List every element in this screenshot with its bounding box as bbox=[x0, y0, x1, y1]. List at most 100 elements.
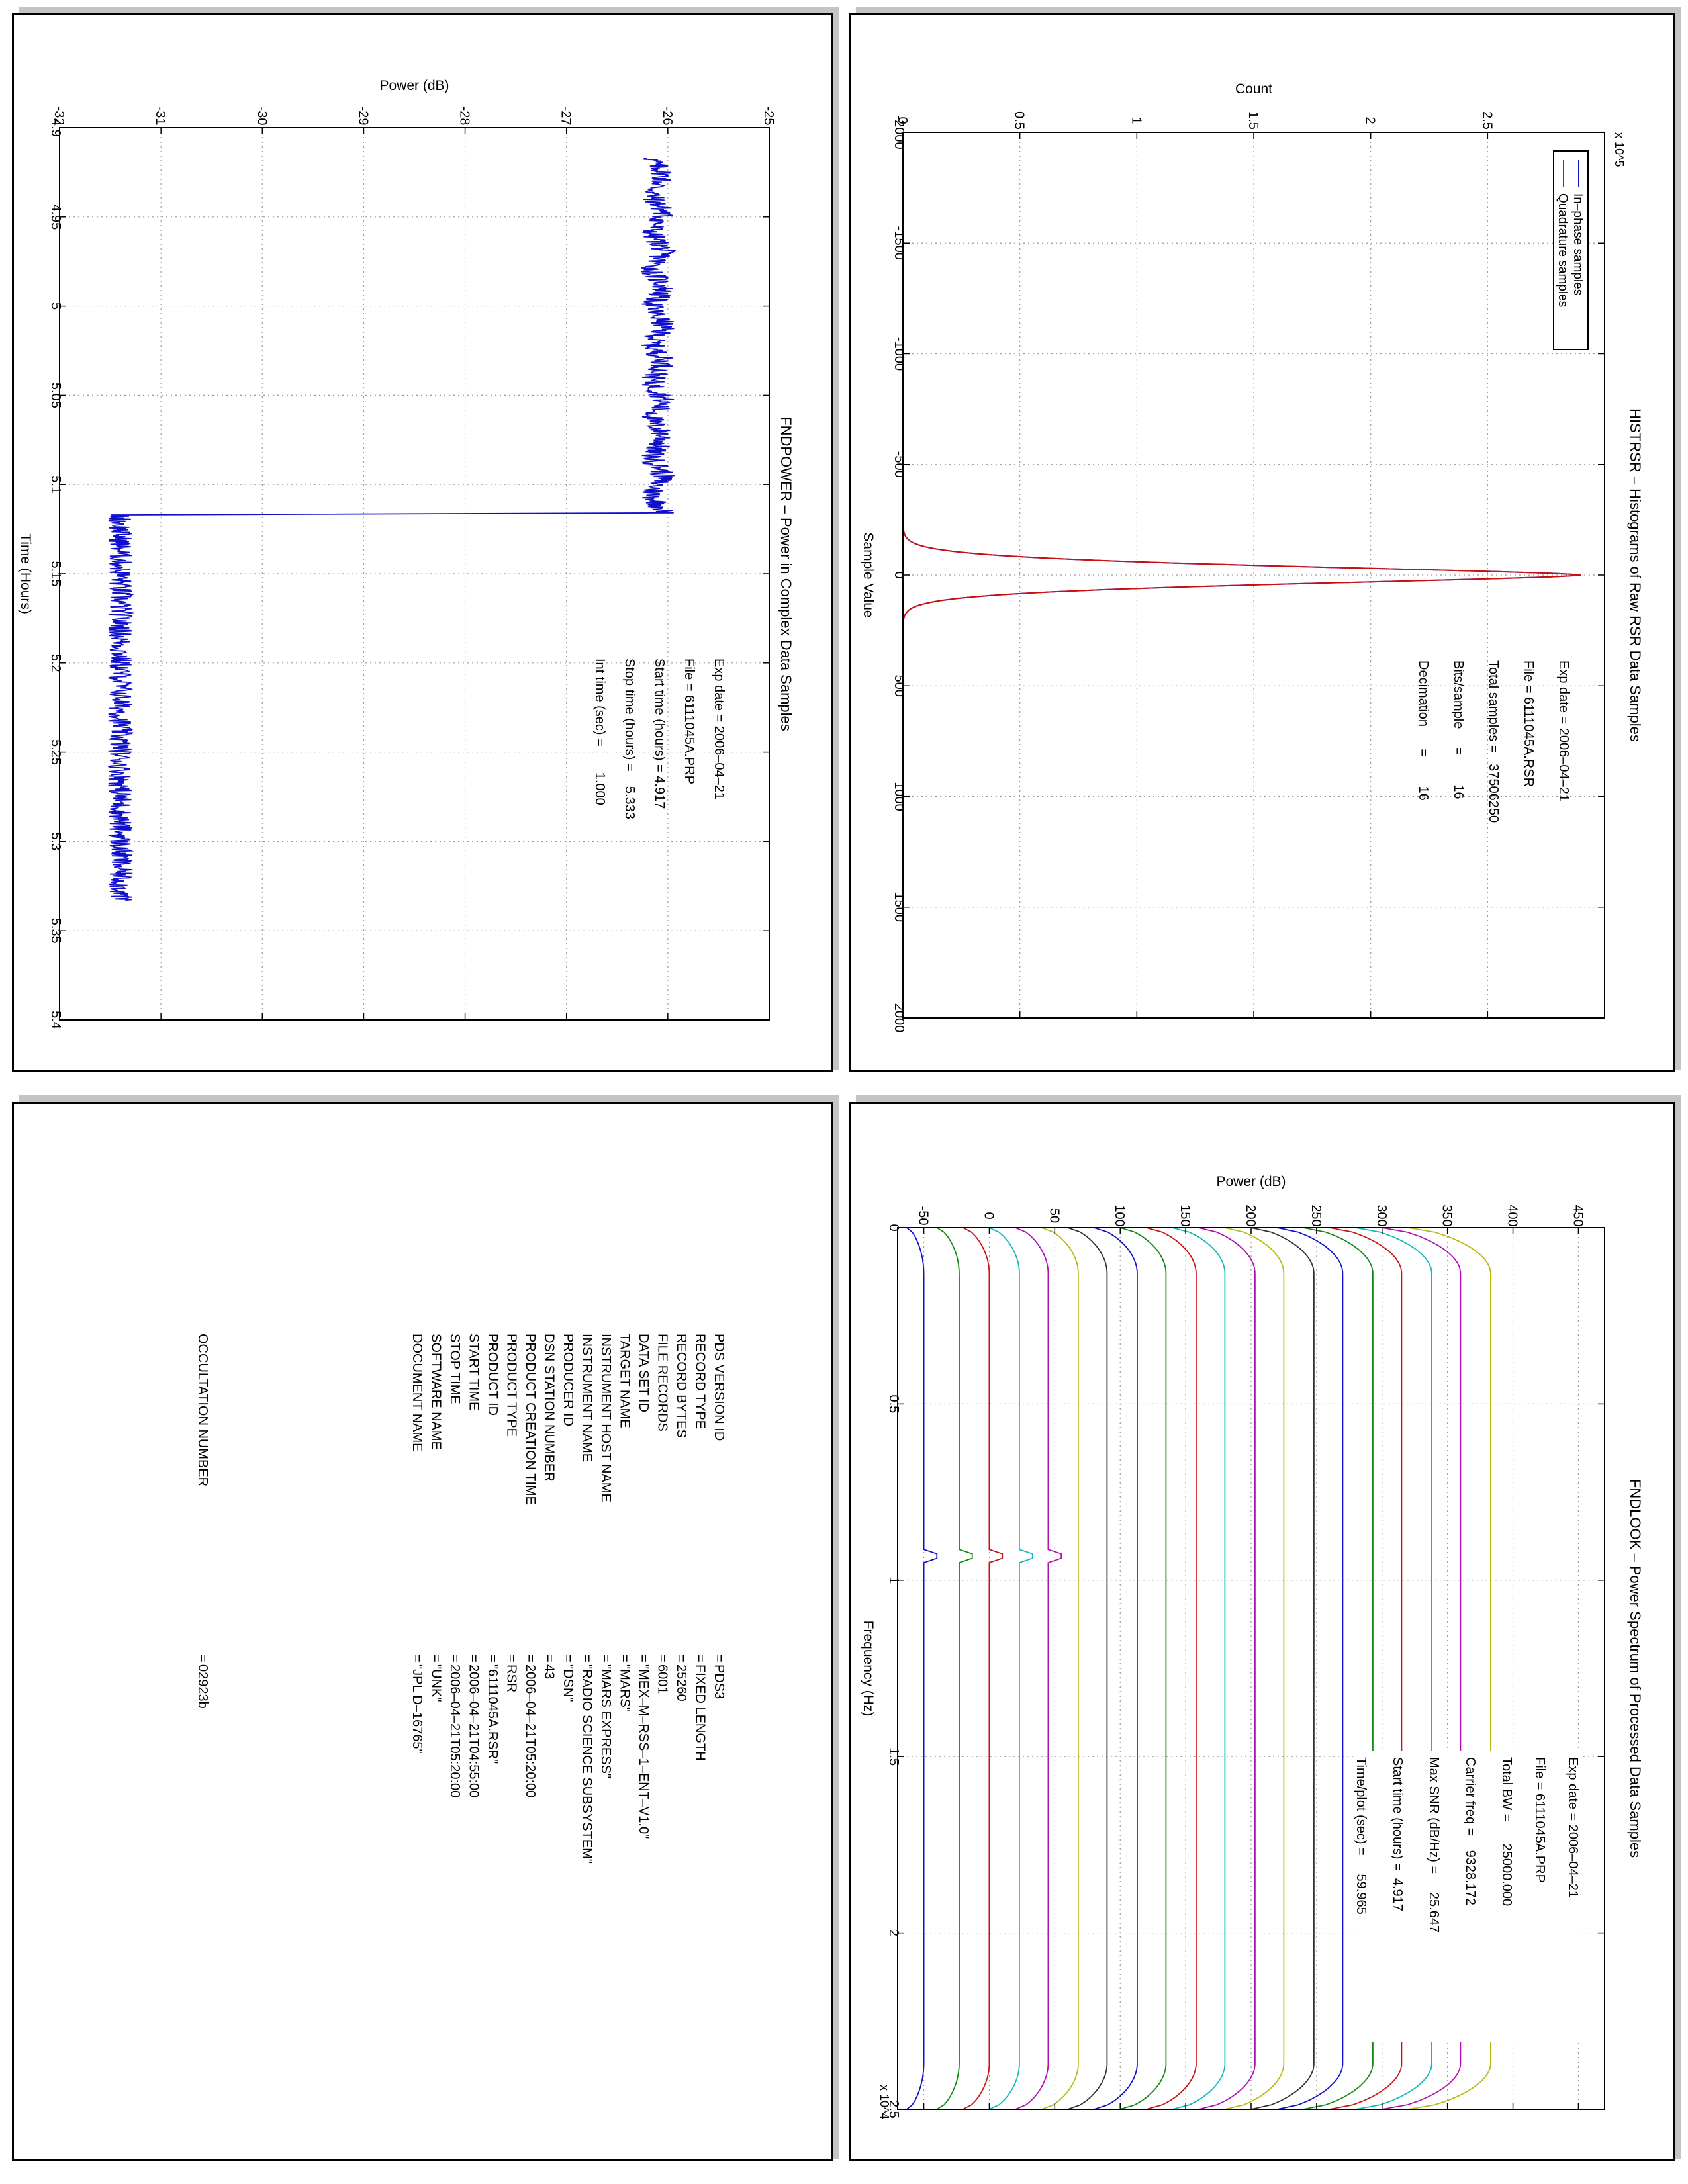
fndlook-ytick-label: 350 bbox=[1440, 1205, 1454, 1226]
spectrum-trace-9 bbox=[1119, 1227, 1167, 2110]
chart-histrsr-multiplier: x 10^5 bbox=[1613, 132, 1626, 167]
label-key: FILE RECORDS bbox=[655, 1334, 670, 1432]
fndlook-ytick-label: 300 bbox=[1374, 1205, 1389, 1226]
histrsr-xtick-label: -2000 bbox=[892, 115, 906, 149]
info-start-time: Start time (hours) = 4.917 bbox=[652, 659, 667, 809]
label-eq: = bbox=[523, 1655, 538, 1662]
label-key: SOFTWARE NAME bbox=[429, 1334, 444, 1450]
legend-quadrature-label: Quadrature samples bbox=[1556, 193, 1570, 307]
spectrum-trace-14 bbox=[1250, 1227, 1315, 2110]
histrsr-xtick-label: -500 bbox=[892, 451, 906, 478]
label-eq: = bbox=[580, 1655, 594, 1662]
chart-fndpower-ylabel: Power (dB) bbox=[379, 78, 449, 93]
spectrum-trace-1 bbox=[906, 1227, 938, 2110]
fndlook-xtick-label: 2 bbox=[886, 1929, 901, 1936]
fndlook-ytick-label: 250 bbox=[1309, 1205, 1323, 1226]
label-value: 2006–04–21T04:55:00 bbox=[467, 1664, 481, 1797]
info-file: File = 6111045A.PRP bbox=[682, 659, 696, 784]
fndpower-xtick-label: 5.4 bbox=[48, 1011, 63, 1029]
panel-label bbox=[12, 1102, 833, 2161]
histrsr-xtick-label: 1500 bbox=[892, 893, 906, 923]
label-key: START TIME bbox=[467, 1334, 481, 1410]
fndpower-ytick-label: -29 bbox=[355, 107, 370, 126]
chart-fndlook-multiplier: x 10^4 bbox=[878, 2085, 891, 2119]
label-value: "JPL D–16765" bbox=[410, 1664, 424, 1754]
fndlook-ytick-label: 450 bbox=[1570, 1205, 1585, 1226]
fndlook-ytick-label: 100 bbox=[1112, 1205, 1127, 1226]
label-occultation-key: OCCULTATION NUMBER bbox=[195, 1334, 210, 1486]
info-carrier-freq: Carrier freq = 9328.172 bbox=[1463, 1757, 1477, 1905]
label-eq: = bbox=[504, 1655, 519, 1662]
power-series-line bbox=[107, 157, 677, 901]
chart-fndpower-info: Exp date = 2006–04–21 File = 6111045A.PR… bbox=[592, 659, 726, 819]
histrsr-ytick-label: 1.5 bbox=[1246, 111, 1260, 130]
chart-histrsr: -2000 -1500 -1000 -500 0 500 1000 1500 2000 0 0.5 1… bbox=[861, 81, 1644, 1032]
label-eq: = bbox=[410, 1655, 424, 1662]
fndpower-xtick-label: 5.35 bbox=[48, 918, 63, 944]
info-stop-time: Stop time (hours) = 5.333 bbox=[622, 659, 637, 819]
fndpower-xtick-label: 5.3 bbox=[48, 832, 63, 850]
label-key: TARGET NAME bbox=[618, 1334, 632, 1428]
label-eq: = bbox=[429, 1655, 444, 1662]
histrsr-ytick-label: 2 bbox=[1363, 116, 1378, 124]
label-value: "MEX–M–RSS–1–ENT–V1.0" bbox=[636, 1664, 651, 1839]
fndpower-xtick-label: 5.1 bbox=[48, 475, 63, 494]
fndpower-xtick-label: 5.25 bbox=[48, 739, 63, 765]
info-exp-date: Exp date = 2006–04–21 bbox=[1566, 1757, 1580, 1898]
chart-histrsr-title: HISTRSR – Histograms of Raw RSR Data Sam… bbox=[1627, 408, 1644, 742]
chart-histrsr-axes bbox=[902, 132, 1605, 1019]
label-occultation-value: 02923b bbox=[195, 1664, 210, 1709]
fndpower-ytick-label: -31 bbox=[153, 107, 167, 126]
fndlook-ytick-label: 150 bbox=[1178, 1205, 1192, 1226]
label-value: 2006–04–21T05:20:00 bbox=[523, 1664, 538, 1797]
info-bits-sample: Bits/sample = 16 bbox=[1451, 660, 1466, 799]
fndlook-xtick-label: 2.5 bbox=[886, 2100, 901, 2118]
info-start-time: Start time (hours) = 4.917 bbox=[1390, 1757, 1405, 1911]
label-value: "UNK" bbox=[429, 1664, 444, 1702]
info-file: File = 6111045A.RSR bbox=[1521, 660, 1536, 787]
label-eq: = bbox=[561, 1655, 575, 1662]
label-value: 43 bbox=[542, 1664, 557, 1679]
spectrum-trace-13 bbox=[1225, 1227, 1285, 2110]
label-eq: = bbox=[693, 1655, 708, 1662]
fndlook-xtick-label: 1.5 bbox=[886, 1747, 901, 1766]
chart-histrsr-info: Exp date = 2006–04–21 File = 6111045A.RS… bbox=[1416, 660, 1571, 823]
label-eq: = bbox=[542, 1655, 557, 1662]
label-eq: = bbox=[485, 1655, 500, 1662]
info-file: File = 6111045A.PRP bbox=[1532, 1757, 1547, 1883]
fndpower-ytick-label: -25 bbox=[761, 107, 776, 126]
legend-inphase-label: In–phase samples bbox=[1571, 193, 1585, 295]
label-eq: = bbox=[712, 1655, 726, 1662]
label-value: "DSN" bbox=[561, 1664, 575, 1702]
label-eq: = bbox=[598, 1655, 613, 1662]
fndlook-ytick-label: -50 bbox=[916, 1206, 931, 1226]
spectrum-trace-8 bbox=[1094, 1227, 1138, 2110]
fndpower-ytick-label: -32 bbox=[52, 107, 66, 126]
histrsr-xtick-label: 500 bbox=[892, 675, 906, 697]
chart-fndlook-ylabel: Power (dB) bbox=[1216, 1174, 1286, 1189]
label-eq: = bbox=[467, 1655, 481, 1662]
label-value: 2006–04–21T05:20:00 bbox=[447, 1664, 462, 1797]
fndlook-xtick-label: 0 bbox=[886, 1224, 901, 1231]
chart-histrsr-ylabel: Count bbox=[1235, 81, 1272, 97]
chart-histrsr-xlabel: Sample Value bbox=[861, 532, 876, 617]
label-value: PDS3 bbox=[712, 1664, 726, 1699]
fndpower-xtick-label: 5.2 bbox=[48, 654, 63, 672]
histrsr-xtick-label: 1000 bbox=[892, 782, 906, 811]
info-time-plot: Time/plot (sec) = 59.965 bbox=[1354, 1757, 1368, 1915]
label-key: PRODUCT CREATION TIME bbox=[523, 1334, 538, 1505]
histrsr-xtick-label: -1000 bbox=[892, 337, 906, 371]
fndpower-xtick-label: 5.15 bbox=[48, 561, 63, 587]
panel-fndpower bbox=[12, 13, 833, 1072]
histrsr-ytick-label: 0.5 bbox=[1012, 111, 1027, 130]
label-value: "MARS EXPRESS" bbox=[598, 1664, 613, 1778]
chart-fndpower: 4.94.9555.055.15.155.25.255.35.355.4-32-… bbox=[18, 78, 794, 1029]
pds-label-table: PDS VERSION ID = PDS3 RECORD TYPE = FIXED LEN… bbox=[195, 1334, 726, 1864]
chart-fndlook-info: Exp date = 2006–04–21 File = 6111045A.PR… bbox=[1354, 1751, 1581, 2042]
spectrum-trace-3 bbox=[962, 1227, 1004, 2110]
histrsr-xtick-label: 2000 bbox=[892, 1003, 906, 1033]
fndpower-xtick-label: 4.95 bbox=[48, 204, 63, 230]
chart-fndpower-xlabel: Time (Hours) bbox=[18, 533, 33, 614]
chart-fndlook-title: FNDLOOK – Power Spectrum of Processed Da… bbox=[1627, 1479, 1644, 1858]
fndpower-ytick-label: -28 bbox=[457, 107, 472, 126]
